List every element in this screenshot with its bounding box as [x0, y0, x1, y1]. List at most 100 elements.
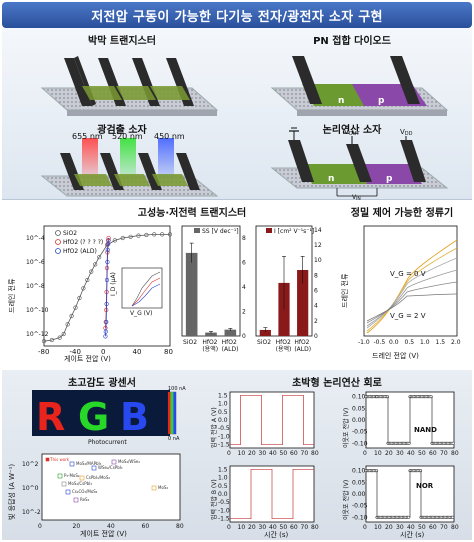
rectifier-label: 정밀 제어 가능한 정류기: [350, 208, 454, 219]
input-xtick: 30: [259, 450, 267, 457]
input-xtick: 0: [227, 450, 231, 457]
pn-diode-label: PN 접합 다이오드: [313, 36, 391, 47]
input-xlabel: 시간 (s): [264, 530, 288, 539]
transfer-point: [167, 232, 173, 237]
output-ytick: 0.05: [352, 405, 366, 412]
transfer-ytick: 10^-6: [26, 259, 45, 266]
responsivity-ylabel: 빛 응답성 (A W⁻¹): [7, 464, 16, 520]
output-xtick: 0: [363, 524, 367, 531]
bar-ytick: 10: [314, 257, 322, 264]
transfer-point: [85, 277, 90, 283]
input-xtick: 20: [248, 450, 256, 457]
transfer-point: [152, 232, 157, 237]
input-xtick: 50: [280, 450, 288, 457]
input-xtick: 40: [269, 524, 277, 531]
transistor-label: 고성능·저전력 트랜지스터: [137, 208, 247, 219]
input-xtick: 30: [259, 524, 267, 531]
bar-category: SiO2: [257, 339, 271, 346]
rectifier-curves: [366, 239, 458, 334]
rgb-r: R: [36, 395, 65, 439]
photocurrent-label: Photocurrent: [88, 439, 127, 446]
rgb-b: B: [120, 395, 149, 439]
page-title: 저전압 구동이 가능한 다기능 전자/광전자 소자 구현: [2, 2, 472, 28]
transfer-point: [103, 329, 108, 334]
transfer-point: [104, 301, 109, 307]
input-a-frame: [229, 391, 315, 449]
vdd-sub: DD: [405, 131, 413, 137]
input-xtick: 60: [290, 450, 298, 457]
input-a-ylabel: 입력 전압 A (V): [210, 407, 218, 448]
transfer-xtick: -80: [38, 348, 49, 356]
output-ytick: -0.10: [352, 514, 368, 521]
transfer-point: [77, 295, 82, 301]
output-xtick: 50: [418, 450, 426, 457]
transfer-xtick: 0: [101, 348, 105, 356]
colorbar-bottom: 0 nA: [168, 436, 180, 442]
bar-category: HfO2: [222, 339, 237, 346]
transfer-series-line: [43, 233, 170, 342]
input-xtick: 10: [238, 524, 246, 531]
svg-text:MoS₂/MAPbI₃: MoS₂/MAPbI₃: [76, 461, 102, 466]
input-ytick: 0.5: [218, 483, 228, 490]
ss-bars: 0 2 4 6 8: [185, 235, 246, 340]
svg-text:WSe₂/CsPbI₃: WSe₂/CsPbI₃: [98, 465, 123, 470]
rectifier-xtick: -1.0: [358, 339, 370, 346]
output-xtick: 30: [396, 450, 404, 457]
rectifier-xtick: 2.0: [451, 339, 461, 346]
output-ytick: 0.00: [352, 417, 366, 424]
mobility-legend: I [cm² V⁻¹s⁻¹]: [274, 228, 314, 235]
transfer-point: [160, 232, 165, 237]
bar-ytick: 4: [242, 284, 246, 291]
pn-p-label: p: [378, 96, 385, 106]
ss-legend: SS [V dec⁻¹]: [202, 228, 239, 235]
sensor-logic-section: 초고감도 광센서 초박형 논리연산 회로 R G B 100 nA 0 nA P…: [2, 370, 472, 540]
output-xtick: 10: [374, 524, 382, 531]
tft-illustration: [40, 56, 219, 116]
transfer-point: [89, 269, 94, 274]
photodetector-label: 광검출 소자: [97, 125, 147, 136]
transfer-point: [120, 235, 125, 241]
transfer-point: [65, 322, 70, 327]
svg-text:Cs₂CO₃/MoS₂: Cs₂CO₃/MoS₂: [72, 489, 98, 494]
input-ytick: 1.5: [218, 392, 228, 399]
input-wave: [230, 468, 314, 520]
transfer-point: [73, 305, 78, 310]
vout-sub: OUT: [349, 131, 361, 137]
logic-p-label: p: [386, 174, 393, 184]
wavelength-655: 655 nm: [72, 132, 103, 141]
input-ytick: 0.0: [218, 491, 228, 498]
transfer-point: [106, 235, 111, 241]
colorbar-top: 100 nA: [168, 386, 186, 392]
bar-ytick: 0: [314, 333, 318, 340]
bar-ytick: 6: [242, 260, 246, 267]
output-ytick: -0.10: [352, 440, 368, 447]
output-ytick: -0.05: [352, 429, 368, 436]
vin-sub: IN: [356, 196, 361, 200]
transfer-point: [81, 286, 86, 291]
input-ytick: -1.0: [218, 507, 230, 514]
input-b-plot: 1.5 1.00.50.0-0.5-1.0 -1.50 10 20 30 40 50 60 70 8…: [218, 466, 319, 531]
svg-text:CsPbI₃/MoS₂: CsPbI₃/MoS₂: [86, 475, 110, 480]
responsivity-points: [45, 457, 157, 503]
bottom-charts: R G B 100 nA 0 nA Photocurrent 0 20 40 60 80…: [7, 386, 459, 539]
resp-xtick: 40: [107, 523, 115, 530]
output-xtick: 0: [363, 450, 367, 457]
responsivity-frame: [41, 453, 181, 521]
transistor-section: 고성능·저전력 트랜지스터 정밀 제어 가능한 정류기 -80 -40 0 40 80 1…: [2, 200, 472, 370]
resp-ytick: 10^2: [22, 461, 39, 468]
transfer-point: [103, 334, 108, 339]
bar: [259, 329, 271, 336]
output-point: [407, 515, 411, 519]
rgb-image: [32, 390, 170, 436]
bar-category: SiO2: [183, 339, 197, 346]
input-xtick: 40: [269, 450, 277, 457]
transfer-point: [41, 339, 47, 344]
inset-ylabel: I_D (μA): [110, 272, 117, 296]
input-wave: [230, 394, 314, 446]
transfer-xtick: -40: [70, 348, 81, 356]
bar-category: HfO2: [202, 339, 217, 346]
output-point: [451, 441, 455, 445]
output-xtick: 80: [451, 450, 459, 457]
transfer-point: [49, 337, 54, 343]
